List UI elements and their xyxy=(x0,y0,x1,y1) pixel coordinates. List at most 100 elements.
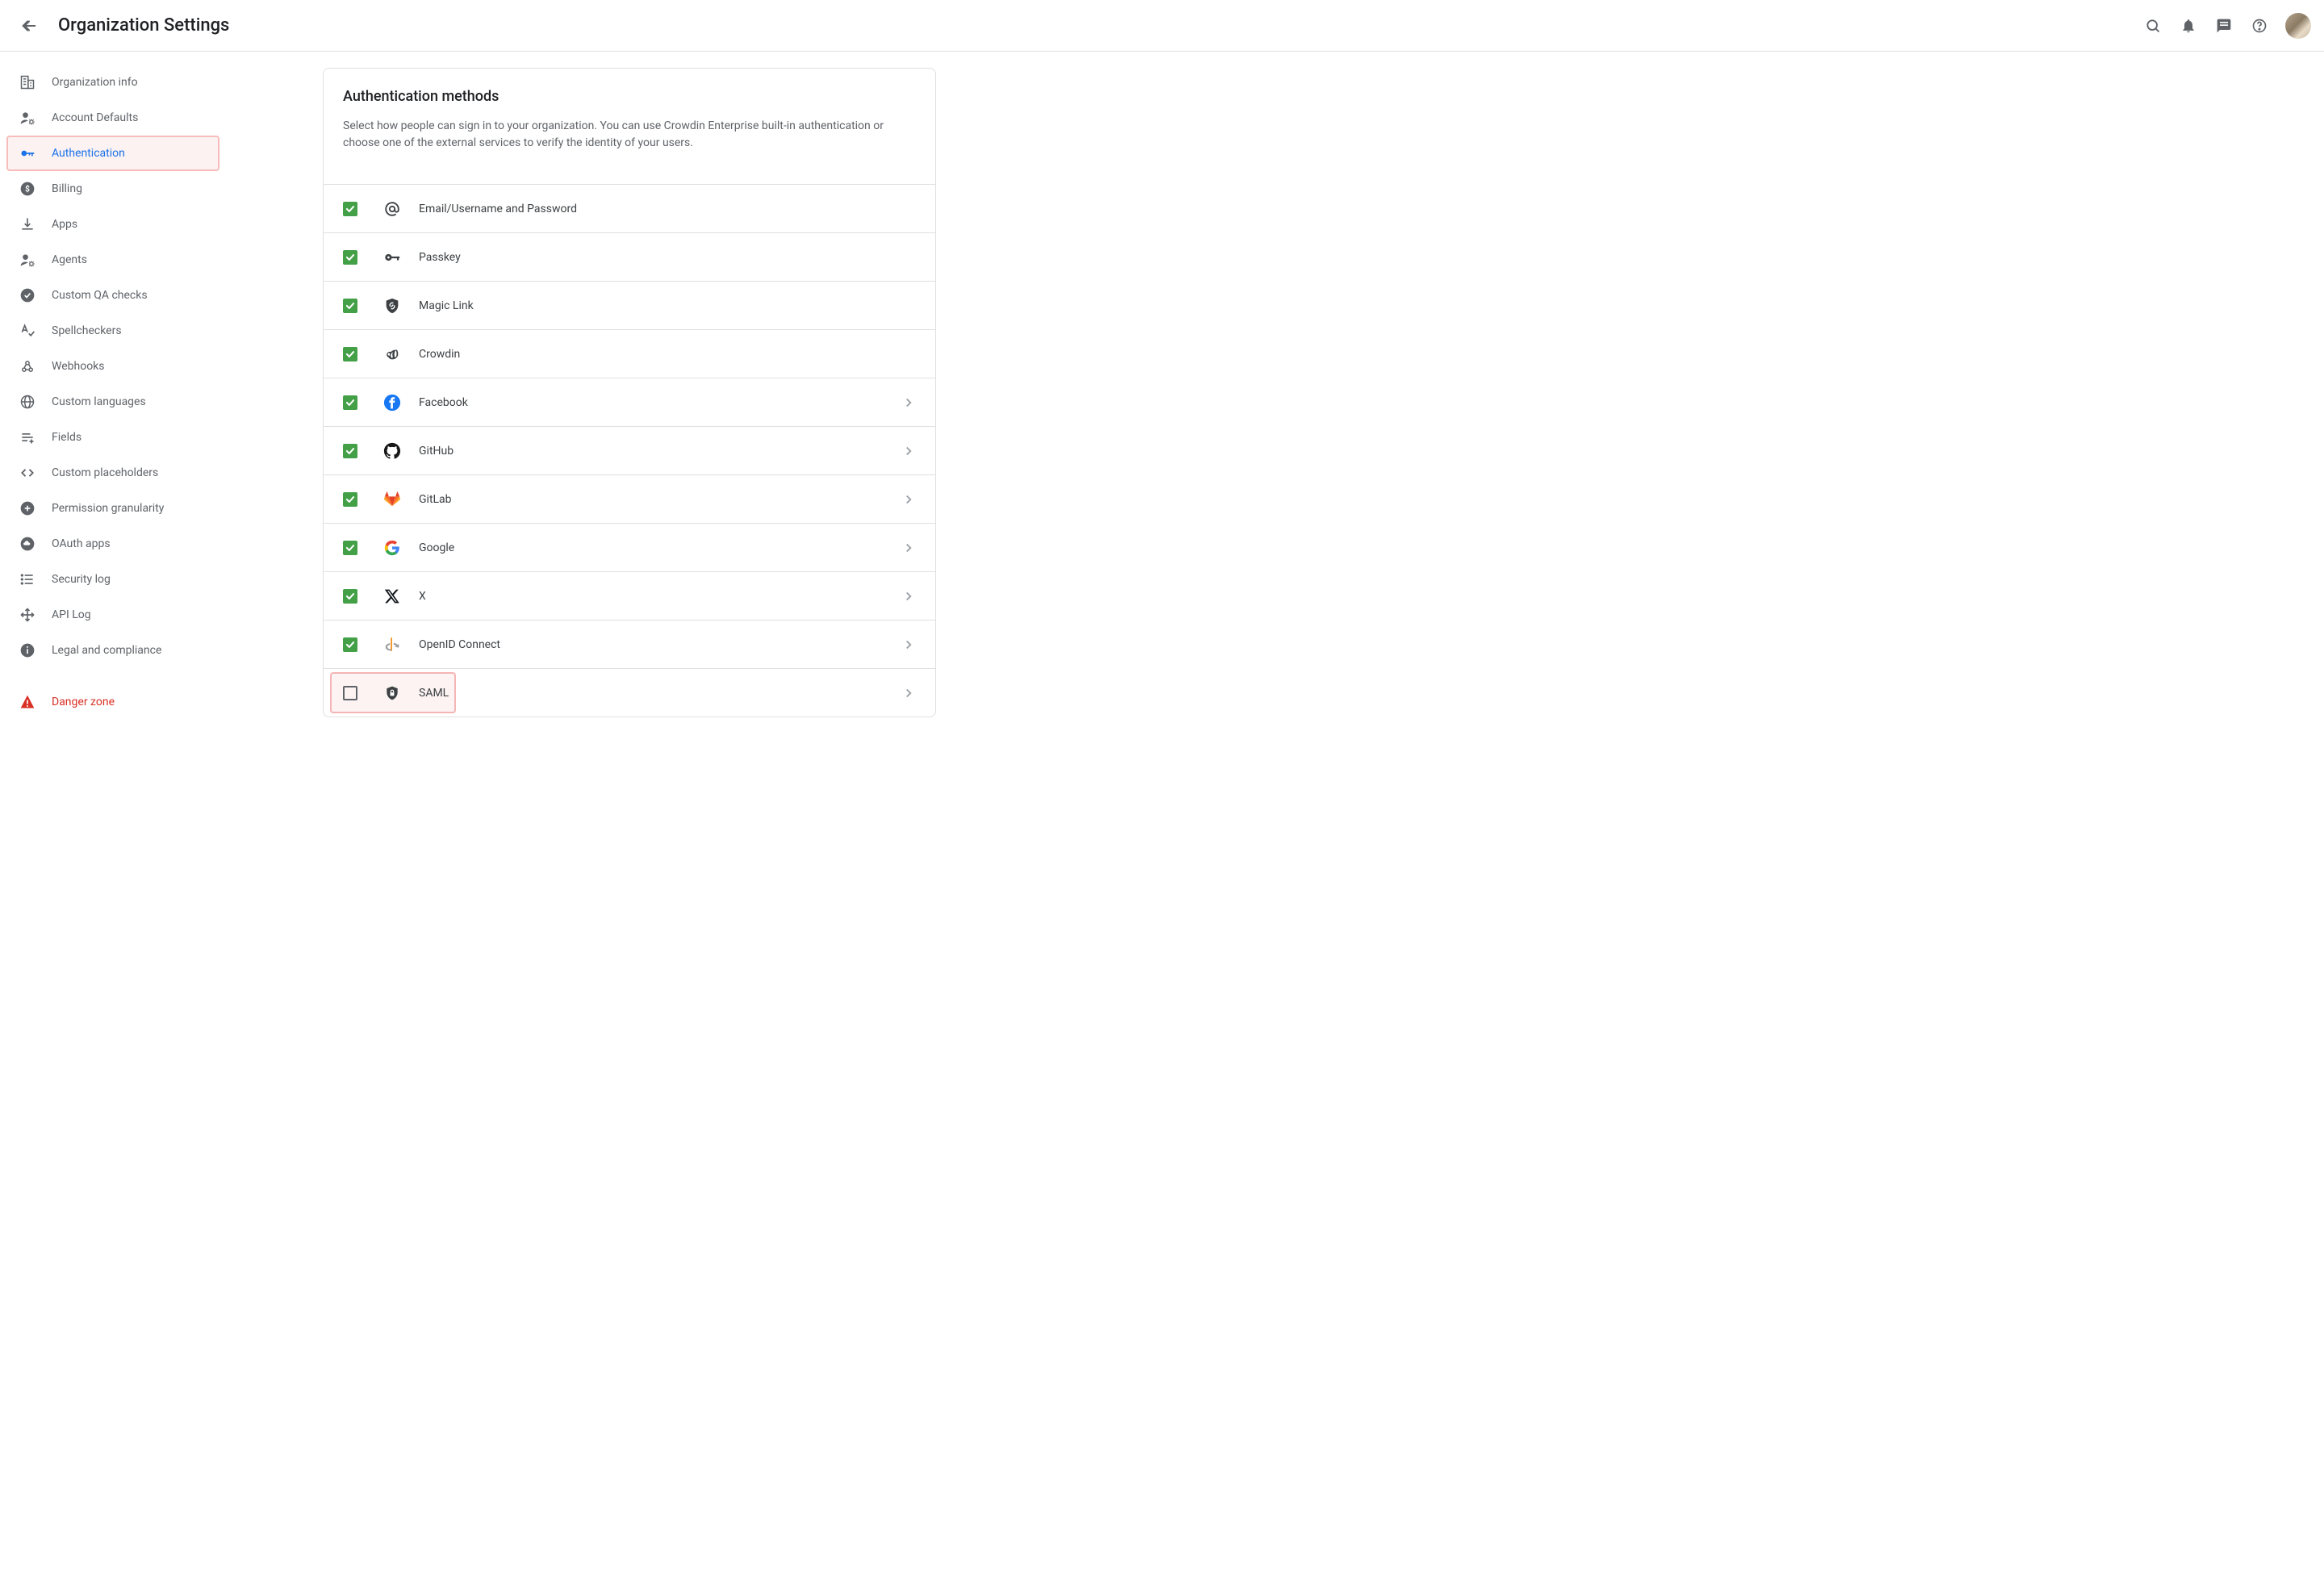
openid-icon xyxy=(383,636,401,654)
sidebar-item-label: Organization info xyxy=(52,76,138,89)
auth-label: Magic Link xyxy=(419,299,474,312)
sidebar-item-spellcheckers[interactable]: Spellcheckers xyxy=(0,313,226,349)
sidebar-item-label: API Log xyxy=(52,608,91,621)
auth-method-saml[interactable]: SAML xyxy=(324,668,935,717)
auth-checkbox[interactable] xyxy=(343,347,357,361)
sidebar-item-authentication[interactable]: Authentication xyxy=(6,136,219,171)
crowdin-icon xyxy=(383,345,401,363)
move-icon xyxy=(19,607,36,623)
card-title: Authentication methods xyxy=(343,88,916,105)
sidebar-item-fields[interactable]: Fields xyxy=(0,420,226,455)
auth-checkbox[interactable] xyxy=(343,686,357,700)
topbar-actions xyxy=(2137,10,2311,42)
auth-checkbox[interactable] xyxy=(343,444,357,458)
sidebar: Organization info Account Defaults Authent… xyxy=(0,52,226,733)
auth-method-github[interactable]: GitHub xyxy=(324,426,935,474)
auth-checkbox[interactable] xyxy=(343,202,357,216)
key-solid-icon xyxy=(383,249,401,266)
sidebar-item-apps[interactable]: Apps xyxy=(0,207,226,242)
fields-icon xyxy=(19,429,36,445)
shield-link-icon xyxy=(383,297,401,315)
notifications-button[interactable] xyxy=(2172,10,2205,42)
auth-method-facebook[interactable]: Facebook xyxy=(324,378,935,426)
sidebar-item-label: Danger zone xyxy=(52,696,115,708)
sidebar-item-security-log[interactable]: Security log xyxy=(0,562,226,597)
sidebar-item-custom-qa-checks[interactable]: Custom QA checks xyxy=(0,278,226,313)
sidebar-item-custom-languages[interactable]: Custom languages xyxy=(0,384,226,420)
auth-checkbox[interactable] xyxy=(343,395,357,410)
x-icon xyxy=(383,587,401,605)
gitlab-icon xyxy=(383,491,401,508)
sidebar-item-organization-info[interactable]: Organization info xyxy=(0,65,226,100)
chevron-right-icon xyxy=(901,444,916,458)
key-icon xyxy=(19,145,36,161)
help-button[interactable] xyxy=(2243,10,2276,42)
dollar-circle-icon: $ xyxy=(19,181,36,197)
auth-checkbox[interactable] xyxy=(343,541,357,555)
auth-method-passkey[interactable]: Passkey xyxy=(324,232,935,281)
sidebar-item-billing[interactable]: $ Billing xyxy=(0,171,226,207)
sidebar-item-custom-placeholders[interactable]: Custom placeholders xyxy=(0,455,226,491)
chevron-right-icon xyxy=(901,589,916,604)
auth-checkbox[interactable] xyxy=(343,492,357,507)
auth-label: SAML xyxy=(419,687,449,700)
sidebar-item-permission-granularity[interactable]: Permission granularity xyxy=(0,491,226,526)
auth-checkbox[interactable] xyxy=(343,299,357,313)
sidebar-item-label: Custom languages xyxy=(52,395,146,408)
auth-method-openid-connect[interactable]: OpenID Connect xyxy=(324,620,935,668)
chevron-right-icon xyxy=(901,395,916,410)
auth-method-crowdin[interactable]: Crowdin xyxy=(324,329,935,378)
sidebar-item-label: Security log xyxy=(52,573,111,586)
main-content: Authentication methods Select how people… xyxy=(226,52,2324,733)
download-icon xyxy=(19,216,36,232)
cloud-circle-icon xyxy=(19,536,36,552)
sidebar-item-legal-and-compliance[interactable]: Legal and compliance xyxy=(0,633,226,668)
sidebar-item-account-defaults[interactable]: Account Defaults xyxy=(0,100,226,136)
auth-card: Authentication methods Select how people… xyxy=(323,68,936,717)
user-avatar[interactable] xyxy=(2285,13,2311,39)
user-gear-icon xyxy=(19,110,36,126)
back-button[interactable] xyxy=(13,10,45,42)
sidebar-item-oauth-apps[interactable]: OAuth apps xyxy=(0,526,226,562)
sidebar-item-danger-zone[interactable]: Danger zone xyxy=(0,684,226,720)
shield-lock-icon xyxy=(383,684,401,702)
sidebar-item-label: Authentication xyxy=(52,147,125,160)
chevron-right-icon xyxy=(901,541,916,555)
building-icon xyxy=(19,74,36,90)
sidebar-item-webhooks[interactable]: Webhooks xyxy=(0,349,226,384)
facebook-icon xyxy=(383,394,401,412)
chevron-right-icon xyxy=(901,492,916,507)
svg-text:$: $ xyxy=(25,183,30,194)
webhook-icon xyxy=(19,358,36,374)
messages-button[interactable] xyxy=(2208,10,2240,42)
sidebar-item-label: Account Defaults xyxy=(52,111,138,124)
sidebar-item-api-log[interactable]: API Log xyxy=(0,597,226,633)
auth-method-magic-link[interactable]: Magic Link xyxy=(324,281,935,329)
check-circle-icon xyxy=(19,287,36,303)
auth-method-x[interactable]: X xyxy=(324,571,935,620)
auth-methods-list: Email/Username and Password Passkey Magic … xyxy=(324,184,935,717)
sidebar-item-label: Apps xyxy=(52,218,77,231)
sidebar-item-label: Webhooks xyxy=(52,360,105,373)
sidebar-item-label: Custom QA checks xyxy=(52,289,148,302)
sidebar-item-label: Legal and compliance xyxy=(52,644,161,657)
auth-method-email-username-and-password[interactable]: Email/Username and Password xyxy=(324,184,935,232)
search-button[interactable] xyxy=(2137,10,2169,42)
auth-checkbox[interactable] xyxy=(343,637,357,652)
auth-label: Passkey xyxy=(419,251,461,264)
sidebar-item-label: OAuth apps xyxy=(52,537,111,550)
sidebar-item-label: Billing xyxy=(52,182,82,195)
user-gear-icon xyxy=(19,252,36,268)
auth-checkbox[interactable] xyxy=(343,589,357,604)
chevron-right-icon xyxy=(901,637,916,652)
sidebar-item-label: Fields xyxy=(52,431,82,444)
auth-method-gitlab[interactable]: GitLab xyxy=(324,474,935,523)
auth-method-google[interactable]: Google xyxy=(324,523,935,571)
sidebar-item-agents[interactable]: Agents xyxy=(0,242,226,278)
auth-label: Email/Username and Password xyxy=(419,203,577,215)
sidebar-item-label: Spellcheckers xyxy=(52,324,122,337)
card-description: Select how people can sign in to your or… xyxy=(343,118,916,152)
auth-label: GitHub xyxy=(419,445,454,458)
auth-label: X xyxy=(419,590,426,603)
auth-checkbox[interactable] xyxy=(343,250,357,265)
